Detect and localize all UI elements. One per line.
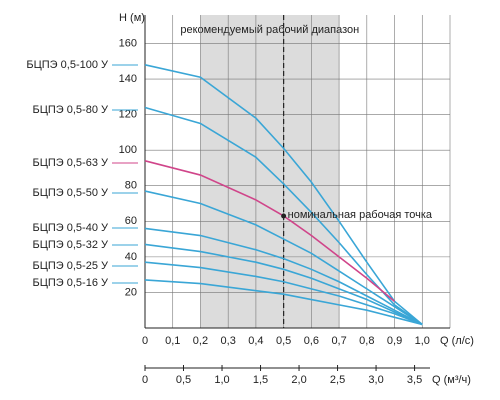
x2-tick-label: 0 [142,374,148,386]
x2-tick-label: 0,5 [176,374,191,386]
x2-tick-label: 2,5 [330,374,345,386]
x-tick-label: 0,8 [359,335,374,347]
y-tick-label: 60 [125,215,137,227]
x2-tick-label: 3,0 [368,374,383,386]
y-tick-label: 160 [119,37,137,49]
curve [144,227,423,326]
curve [144,160,396,302]
x-tick-label: 0,7 [331,335,346,347]
y-tick-label: 80 [125,180,137,192]
y-tick-label: 120 [119,108,137,120]
x-tick-label: 0,9 [387,335,402,347]
band-label: рекомендуемый рабочий диапазон [180,24,359,36]
curve [144,261,423,326]
x2-tick-label: 1,0 [214,374,229,386]
legend-label: БЦПЭ 0,5-32 У [33,239,109,251]
x-tick-label: 1,0 [415,335,430,347]
x-tick-label: 0,1 [165,335,180,347]
x-tick-label: 0,4 [248,335,263,347]
curve [144,243,423,326]
nominal-point [281,213,287,219]
legend-label: БЦПЭ 0,5-80 У [33,104,109,116]
legend-label: БЦПЭ 0,5-50 У [33,187,109,199]
y-tick-label: 140 [119,73,137,85]
legend-label: БЦПЭ 0,5-25 У [33,260,109,272]
x-axis-label: Q (л/с) [440,335,474,347]
curve [144,64,423,326]
x2-tick-label: 2,0 [291,374,306,386]
y-tick-label: 20 [125,286,137,298]
x-tick-label: 0 [142,335,148,347]
x-tick-label: 0,3 [221,335,236,347]
x-tick-label: 0,6 [304,335,319,347]
y-axis-label: H (м) [119,12,145,24]
x2-tick-label: 3,5 [407,374,422,386]
legend-label: БЦПЭ 0,5-16 У [33,277,109,289]
y-tick-label: 40 [125,251,137,263]
x2-axis-label: Q (м³/ч) [432,374,471,386]
nominal-point-label: номинальная рабочая точка [288,209,433,221]
x2-tick-label: 1,5 [253,374,268,386]
legend-label: БЦПЭ 0,5-40 У [33,222,109,234]
curve [144,279,423,326]
legend-label: БЦПЭ 0,5-63 У [33,157,109,169]
x-tick-label: 0,2 [193,335,208,347]
y-tick-label: 100 [119,144,137,156]
curve [144,106,423,326]
curve [144,190,423,326]
legend-label: БЦПЭ 0,5-100 У [26,59,109,71]
x-tick-label: 0,5 [276,335,291,347]
